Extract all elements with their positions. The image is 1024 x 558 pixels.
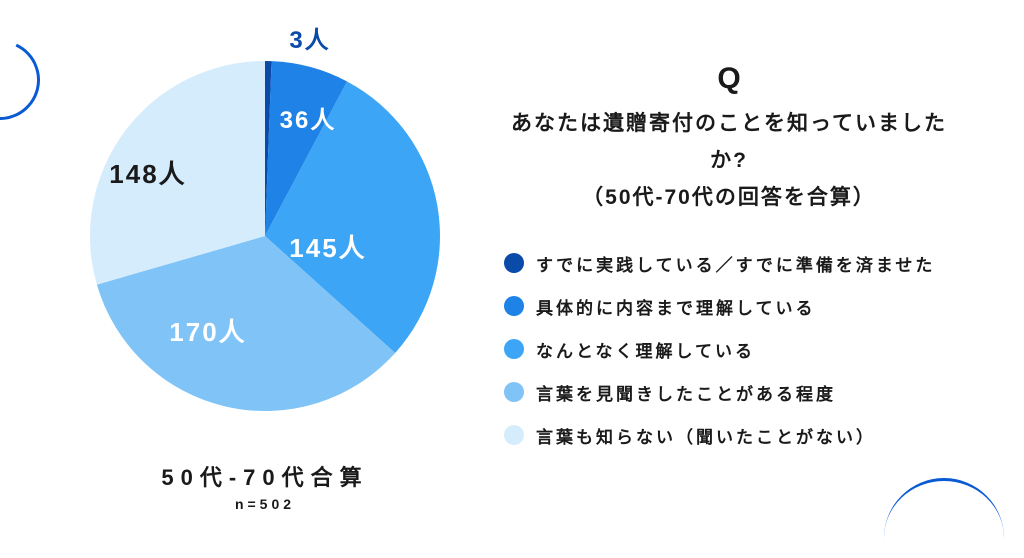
content-row: 3人 36人 145人 170人 148人 50代-70代合算 n=502 Q あなたは… xyxy=(0,0,1024,538)
pie-slice-label-3: 170人 xyxy=(158,312,258,349)
legend-list: すでに実践している／すでに準備を済ませた具体的に内容まで理解しているなんとなく理… xyxy=(504,251,954,448)
question-mark: Q xyxy=(504,62,954,96)
pie-slice-label-1: 36人 xyxy=(258,100,358,135)
legend-label: 具体的に内容まで理解している xyxy=(536,294,816,319)
legend-item-1: 具体的に内容まで理解している xyxy=(504,294,954,319)
pie-slice-label-2: 145人 xyxy=(278,228,378,265)
legend-dot-icon xyxy=(504,253,524,273)
question-text: あなたは遺贈寄付のことを知っていましたか? （50代-70代の回答を合算） xyxy=(504,106,954,216)
question-line2: （50代-70代の回答を合算） xyxy=(582,186,876,209)
chart-title: 50代-70代合算 xyxy=(161,460,368,492)
legend-item-4: 言葉も知らない（聞いたことがない） xyxy=(504,423,954,448)
legend-label: 言葉を見聞きしたことがある程度 xyxy=(536,380,836,405)
legend-label: すでに実践している／すでに準備を済ませた xyxy=(536,251,935,276)
pie-slice-label-4: 148人 xyxy=(98,154,198,191)
legend-dot-icon xyxy=(504,425,524,445)
chart-column: 3人 36人 145人 170人 148人 50代-70代合算 n=502 xyxy=(60,16,470,512)
legend-dot-icon xyxy=(504,296,524,316)
legend-dot-icon xyxy=(504,339,524,359)
pie-chart: 3人 36人 145人 170人 148人 xyxy=(60,16,470,456)
text-column: Q あなたは遺贈寄付のことを知っていましたか? （50代-70代の回答を合算） … xyxy=(474,62,954,465)
legend-item-3: 言葉を見聞きしたことがある程度 xyxy=(504,380,954,405)
legend-label: 言葉も知らない（聞いたことがない） xyxy=(536,423,876,448)
legend-item-0: すでに実践している／すでに準備を済ませた xyxy=(504,251,954,276)
pie-slice-label-0: 3人 xyxy=(260,20,360,55)
chart-subtitle: n=502 xyxy=(235,496,295,512)
question-line1: あなたは遺贈寄付のことを知っていましたか? xyxy=(511,112,947,172)
legend-label: なんとなく理解している xyxy=(536,337,755,362)
legend-item-2: なんとなく理解している xyxy=(504,337,954,362)
legend-dot-icon xyxy=(504,382,524,402)
